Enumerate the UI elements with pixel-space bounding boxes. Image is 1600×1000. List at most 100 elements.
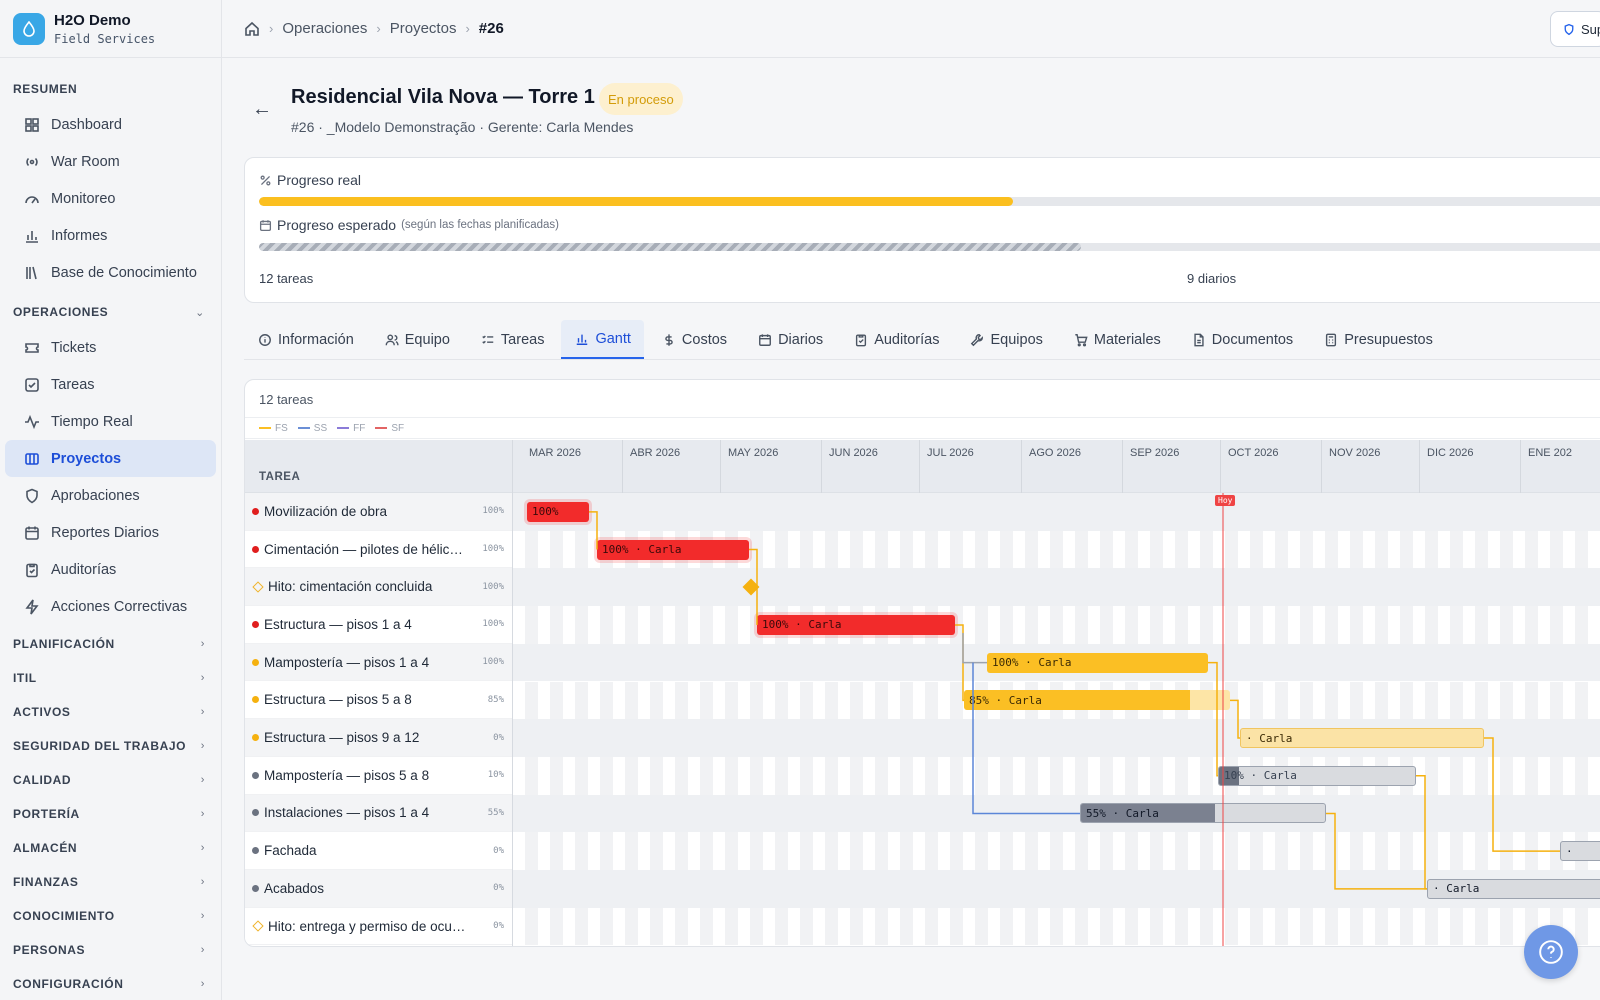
gantt-bar-label: 10% · Carla: [1224, 769, 1297, 783]
home-icon[interactable]: [244, 21, 260, 37]
section-finanzas[interactable]: FINANZAS ›: [13, 875, 205, 889]
section-activos[interactable]: ACTIVOS ›: [13, 705, 205, 719]
help-circle-icon: [1539, 940, 1563, 964]
gantt-bar-progress: [1219, 766, 1239, 785]
breadcrumb-operaciones[interactable]: Operaciones: [282, 20, 368, 37]
tab-documentos[interactable]: Documentos: [1178, 320, 1306, 359]
gantt-bar[interactable]: ·: [1560, 841, 1600, 862]
section-calidad[interactable]: CALIDAD ›: [13, 773, 205, 787]
task-row[interactable]: Estructura — pisos 5 a 8 85%: [245, 681, 512, 720]
help-button[interactable]: [1524, 925, 1578, 979]
sidebar-item-base-conocimiento[interactable]: Base de Conocimiento: [5, 254, 216, 291]
sidebar-item-dashboard[interactable]: Dashboard: [5, 106, 216, 143]
sidebar-item-tiempo-real[interactable]: Tiempo Real: [5, 403, 216, 440]
sidebar-item-tickets[interactable]: Tickets: [5, 329, 216, 366]
gantt-bar-label: · Carla: [1433, 882, 1480, 896]
task-percent: 0%: [493, 845, 504, 856]
water-drop-icon: [13, 12, 45, 45]
breadcrumb-separator: ›: [465, 21, 470, 36]
chevron-right-icon: ›: [200, 808, 205, 820]
task-row[interactable]: Acabados 0%: [245, 870, 512, 908]
section-itil[interactable]: ITIL ›: [13, 671, 205, 685]
gantt-bar[interactable]: 10% · Carla: [1218, 765, 1416, 786]
task-row[interactable]: Instalaciones — pisos 1 a 4 55%: [245, 794, 512, 833]
sidebar-item-acciones-correctivas[interactable]: Acciones Correctivas: [5, 588, 216, 625]
tab-informacion[interactable]: Información: [244, 320, 367, 359]
task-percent: 100%: [482, 544, 504, 555]
brand[interactable]: H2O Demo Field Services: [0, 0, 221, 58]
gantt-bar[interactable]: 100%: [527, 501, 589, 522]
breadcrumb-proyectos[interactable]: Proyectos: [389, 20, 457, 37]
gantt-bar[interactable]: 100% · Carla: [597, 539, 749, 560]
task-row[interactable]: Estructura — pisos 9 a 12 0%: [245, 719, 512, 757]
calculator-icon: [1326, 333, 1337, 346]
section-planificacion[interactable]: PLANIFICACIÓN ›: [13, 637, 205, 651]
gantt-bar-label: · Carla: [1246, 731, 1293, 745]
month-label: DIC 2026: [1427, 447, 1474, 459]
dollar-icon: [665, 333, 673, 346]
tab-tareas[interactable]: Tareas: [467, 320, 558, 359]
status-dot: [252, 696, 259, 704]
tab-presupuestos[interactable]: Presupuestos: [1310, 320, 1446, 359]
task-row[interactable]: Estructura — pisos 1 a 4 100%: [245, 606, 512, 644]
section-porteria[interactable]: PORTERÍA ›: [13, 807, 205, 821]
section-seguridad[interactable]: SEGURIDAD DEL TRABAJO ›: [13, 739, 205, 753]
task-name: Estructura — pisos 9 a 12: [264, 730, 420, 746]
month-label: OCT 2026: [1228, 447, 1279, 459]
task-row[interactable]: Cimentación — pilotes de hélice … 100%: [245, 530, 512, 569]
grid-icon: [25, 117, 39, 132]
gantt-row-band: [513, 606, 1600, 644]
status-dot: [252, 545, 259, 553]
task-percent: 100%: [482, 581, 504, 592]
shield-icon: [26, 488, 38, 503]
section-conocimiento[interactable]: CONOCIMIENTO ›: [13, 909, 205, 923]
task-row[interactable]: Movilización de obra 100%: [245, 493, 512, 531]
kanban-icon: [25, 452, 39, 465]
task-row[interactable]: Fachada 0%: [245, 832, 512, 870]
tab-materiales[interactable]: Materiales: [1060, 320, 1174, 359]
legend-ss: SS: [297, 423, 327, 434]
task-row[interactable]: Mampostería — pisos 5 a 8 10%: [245, 756, 512, 795]
month-divider: [919, 440, 920, 493]
sidebar-item-proyectos[interactable]: Proyectos: [5, 440, 216, 477]
gantt-bar[interactable]: 100% · Carla: [987, 652, 1208, 673]
task-name: Mampostería — pisos 5 a 8: [264, 767, 430, 783]
sidebar-item-auditorias[interactable]: Auditorías: [5, 551, 216, 588]
sidebar-item-reportes-diarios[interactable]: Reportes Diarios: [5, 514, 216, 551]
task-row[interactable]: Hito: entrega y permiso de ocup… 0%: [245, 907, 512, 946]
sidebar-item-aprobaciones[interactable]: Aprobaciones: [5, 477, 216, 514]
section-almacen[interactable]: ALMACÉN ›: [13, 841, 205, 855]
tab-auditorias[interactable]: Auditorías: [840, 320, 952, 359]
support-button[interactable]: Sup: [1550, 11, 1600, 47]
task-name: Estructura — pisos 5 a 8: [264, 692, 412, 708]
gantt-bar[interactable]: 85% · Carla: [964, 690, 1230, 711]
section-operaciones[interactable]: OPERACIONES ⌄: [13, 305, 205, 319]
tab-diarios[interactable]: Diarios: [744, 320, 836, 359]
month-label: ABR 2026: [630, 447, 681, 459]
back-arrow-icon[interactable]: ←: [252, 98, 272, 120]
tab-costos[interactable]: Costos: [648, 320, 740, 359]
task-row[interactable]: Hito: cimentación concluida 100%: [245, 568, 512, 607]
month-label: JUN 2026: [829, 447, 878, 459]
sidebar-item-war-room[interactable]: War Room: [5, 143, 216, 180]
tab-gantt[interactable]: Gantt: [561, 320, 644, 359]
sidebar-item-tareas[interactable]: Tareas: [5, 366, 216, 403]
sidebar-item-informes[interactable]: Informes: [5, 217, 216, 254]
chevron-right-icon: ›: [200, 706, 205, 718]
gantt-bar[interactable]: · Carla: [1240, 728, 1484, 749]
diaries-count: 9 diarios: [1187, 271, 1237, 286]
gantt-bar[interactable]: 55% · Carla: [1080, 803, 1326, 824]
task-row[interactable]: Mampostería — pisos 1 a 4 100%: [245, 643, 512, 682]
section-personas[interactable]: PERSONAS ›: [13, 943, 205, 957]
calendar-icon: [25, 526, 39, 540]
tab-equipos[interactable]: Equipos: [956, 320, 1055, 359]
gantt-bar[interactable]: · Carla: [1427, 878, 1600, 899]
tab-equipo[interactable]: Equipo: [371, 320, 463, 359]
section-configuracion[interactable]: CONFIGURACIÓN ›: [13, 977, 205, 991]
percent-icon: [260, 175, 271, 185]
gantt-bar[interactable]: 100% · Carla: [757, 614, 955, 635]
chevron-right-icon: ›: [200, 842, 205, 854]
sidebar-item-monitoreo[interactable]: Monitoreo: [5, 180, 216, 217]
section-resumen[interactable]: RESUMEN: [13, 82, 78, 96]
task-percent: 0%: [493, 732, 504, 743]
